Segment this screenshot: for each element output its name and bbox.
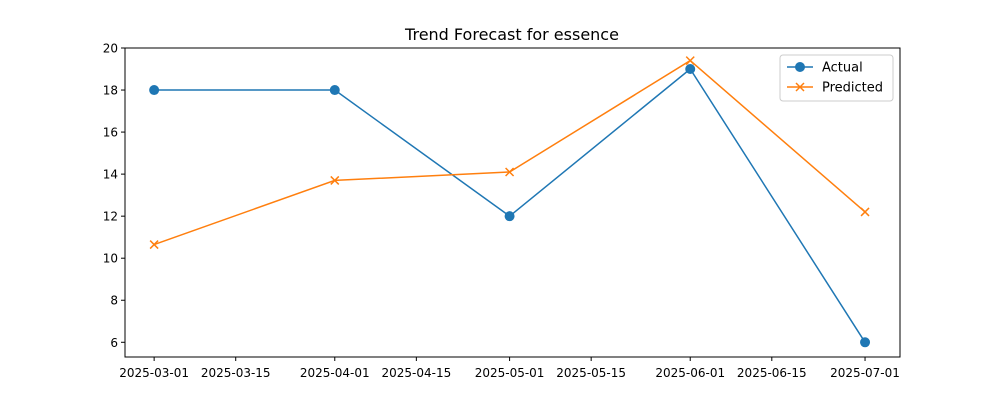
actual-point <box>685 64 696 75</box>
legend-item-actual: Actual <box>787 61 863 76</box>
x-tick-label: 2025-03-15 <box>201 366 271 380</box>
x-axis: 2025-03-01 2025-03-15 2025-04-01 2025-04-15… <box>119 357 900 380</box>
x-tick-label: 2025-03-01 <box>119 366 189 380</box>
series-actual <box>149 64 871 348</box>
y-tick-label: 12 <box>103 210 118 224</box>
predicted-point <box>330 175 340 185</box>
legend: Actual Predicted <box>779 54 894 102</box>
actual-point <box>504 211 515 222</box>
x-tick-label: 2025-04-01 <box>300 366 370 380</box>
actual-point <box>329 85 340 96</box>
actual-point <box>860 337 871 348</box>
legend-label-actual: Actual <box>822 61 863 76</box>
legend-marker-predicted <box>795 82 805 92</box>
x-tick-label: 2025-04-15 <box>381 366 451 380</box>
y-axis: 6 8 10 12 14 16 18 20 <box>103 42 125 350</box>
predicted-point <box>860 207 870 217</box>
x-tick-label: 2025-07-01 <box>830 366 900 380</box>
x-tick-label: 2025-06-01 <box>655 366 725 380</box>
series-predicted <box>149 56 870 250</box>
legend-label-predicted: Predicted <box>822 81 883 96</box>
legend-item-predicted: Predicted <box>787 81 883 96</box>
y-tick-label: 8 <box>110 294 118 308</box>
predicted-point <box>149 240 159 250</box>
x-tick-label: 2025-05-01 <box>475 366 545 380</box>
y-tick-label: 14 <box>103 168 118 182</box>
predicted-point <box>685 56 695 66</box>
predicted-point <box>505 167 515 177</box>
y-tick-label: 10 <box>103 252 118 266</box>
y-tick-label: 16 <box>103 126 118 140</box>
y-tick-label: 20 <box>103 42 118 56</box>
y-tick-label: 6 <box>110 336 118 350</box>
series-layer <box>149 56 871 348</box>
legend-marker-actual <box>795 62 805 72</box>
x-tick-label: 2025-06-15 <box>737 366 807 380</box>
x-tick-label: 2025-05-15 <box>556 366 626 380</box>
actual-point <box>149 85 160 96</box>
plot-frame <box>124 47 901 358</box>
chart-title: Trend Forecast for essence <box>404 25 619 44</box>
y-tick-label: 18 <box>103 84 118 98</box>
plot-area <box>125 48 900 357</box>
